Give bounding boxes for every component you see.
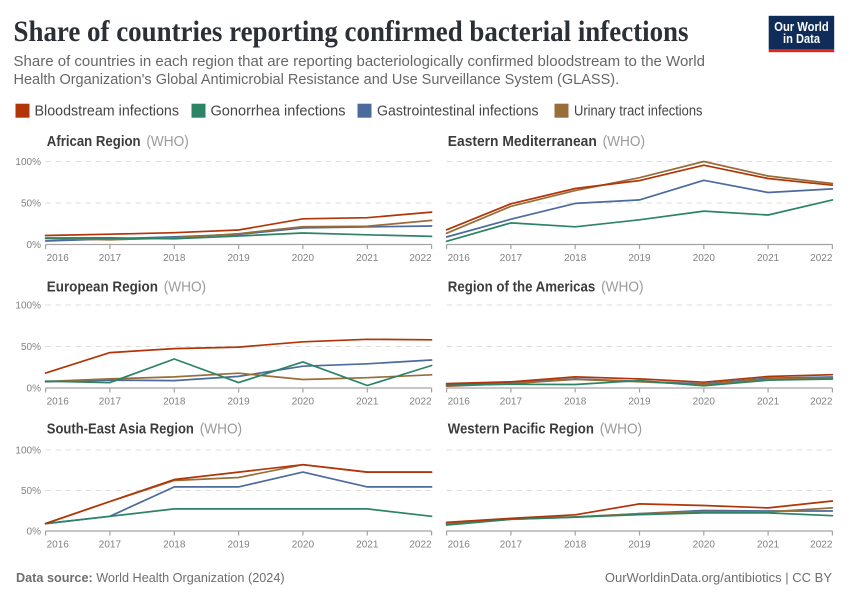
svg-text:2018: 2018 xyxy=(564,396,587,407)
svg-text:Gonorrhea infections: Gonorrhea infections xyxy=(211,103,346,119)
svg-text:2021: 2021 xyxy=(757,253,780,264)
svg-text:100%: 100% xyxy=(15,301,41,312)
svg-text:Our World: Our World xyxy=(774,20,829,34)
svg-text:2020: 2020 xyxy=(292,396,315,407)
svg-text:2022: 2022 xyxy=(810,253,833,264)
svg-text:Eastern Mediterranean: Eastern Mediterranean xyxy=(448,133,597,150)
svg-text:2021: 2021 xyxy=(356,253,379,264)
svg-text:0%: 0% xyxy=(27,240,42,251)
svg-text:2019: 2019 xyxy=(628,539,651,550)
svg-text:2020: 2020 xyxy=(693,539,716,550)
svg-text:50%: 50% xyxy=(21,486,41,497)
svg-text:2016: 2016 xyxy=(47,539,70,550)
svg-text:Gastrointestinal infections: Gastrointestinal infections xyxy=(377,103,539,119)
svg-text:2019: 2019 xyxy=(227,539,250,550)
svg-text:2016: 2016 xyxy=(448,539,471,550)
svg-text:2020: 2020 xyxy=(292,253,315,264)
svg-text:0%: 0% xyxy=(27,384,42,395)
svg-text:Data source: World Health Orga: Data source: World Health Organization (… xyxy=(16,570,285,585)
svg-text:2022: 2022 xyxy=(409,539,432,550)
svg-text:2019: 2019 xyxy=(227,253,250,264)
svg-text:Health Organization's Global A: Health Organization's Global Antimicrobi… xyxy=(14,72,620,88)
svg-text:2016: 2016 xyxy=(47,253,70,264)
svg-text:in Data: in Data xyxy=(783,32,821,46)
svg-text:2020: 2020 xyxy=(693,253,716,264)
svg-text:Share of countries in each reg: Share of countries in each region that a… xyxy=(14,54,706,70)
svg-text:(WHO): (WHO) xyxy=(200,421,242,438)
svg-text:2022: 2022 xyxy=(409,253,432,264)
svg-text:2017: 2017 xyxy=(99,539,122,550)
svg-text:100%: 100% xyxy=(15,157,41,168)
svg-text:2022: 2022 xyxy=(810,539,833,550)
svg-text:2021: 2021 xyxy=(757,539,780,550)
svg-text:2018: 2018 xyxy=(163,253,186,264)
svg-text:Western Pacific Region: Western Pacific Region xyxy=(448,421,594,438)
svg-text:(WHO): (WHO) xyxy=(146,133,188,150)
svg-text:2017: 2017 xyxy=(500,396,523,407)
svg-text:100%: 100% xyxy=(15,446,41,457)
svg-text:(WHO): (WHO) xyxy=(603,133,645,150)
svg-text:(WHO): (WHO) xyxy=(601,279,643,296)
svg-text:2018: 2018 xyxy=(163,396,186,407)
svg-text:2021: 2021 xyxy=(356,539,379,550)
svg-text:2022: 2022 xyxy=(810,396,833,407)
svg-text:Urinary tract infections: Urinary tract infections xyxy=(574,103,703,119)
svg-text:Share of countries reporting c: Share of countries reporting confirmed b… xyxy=(14,15,689,48)
svg-text:(WHO): (WHO) xyxy=(164,279,206,296)
svg-text:2018: 2018 xyxy=(564,253,587,264)
svg-text:50%: 50% xyxy=(21,342,41,353)
svg-text:2021: 2021 xyxy=(757,396,780,407)
svg-text:2022: 2022 xyxy=(409,396,432,407)
svg-text:Region of the Americas: Region of the Americas xyxy=(448,279,596,296)
svg-text:2019: 2019 xyxy=(628,396,651,407)
svg-text:OurWorldinData.org/antibiotics: OurWorldinData.org/antibiotics | CC BY xyxy=(605,570,832,585)
svg-text:2020: 2020 xyxy=(292,539,315,550)
svg-text:European Region: European Region xyxy=(47,279,158,296)
svg-text:2021: 2021 xyxy=(356,396,379,407)
svg-text:2017: 2017 xyxy=(500,539,523,550)
svg-text:2017: 2017 xyxy=(99,396,122,407)
svg-text:Bloodstream infections: Bloodstream infections xyxy=(35,103,180,119)
svg-text:2020: 2020 xyxy=(693,396,716,407)
svg-text:2017: 2017 xyxy=(99,253,122,264)
svg-text:2019: 2019 xyxy=(227,396,250,407)
svg-text:South-East Asia Region: South-East Asia Region xyxy=(47,421,194,438)
svg-text:2018: 2018 xyxy=(163,539,186,550)
svg-text:2016: 2016 xyxy=(47,396,70,407)
svg-text:2019: 2019 xyxy=(628,253,651,264)
svg-text:2016: 2016 xyxy=(448,396,471,407)
svg-text:50%: 50% xyxy=(21,199,41,210)
svg-text:2016: 2016 xyxy=(448,253,471,264)
svg-text:(WHO): (WHO) xyxy=(600,421,642,438)
svg-text:2017: 2017 xyxy=(500,253,523,264)
svg-text:African Region: African Region xyxy=(47,133,141,150)
svg-text:2018: 2018 xyxy=(564,539,587,550)
svg-text:0%: 0% xyxy=(27,527,42,538)
